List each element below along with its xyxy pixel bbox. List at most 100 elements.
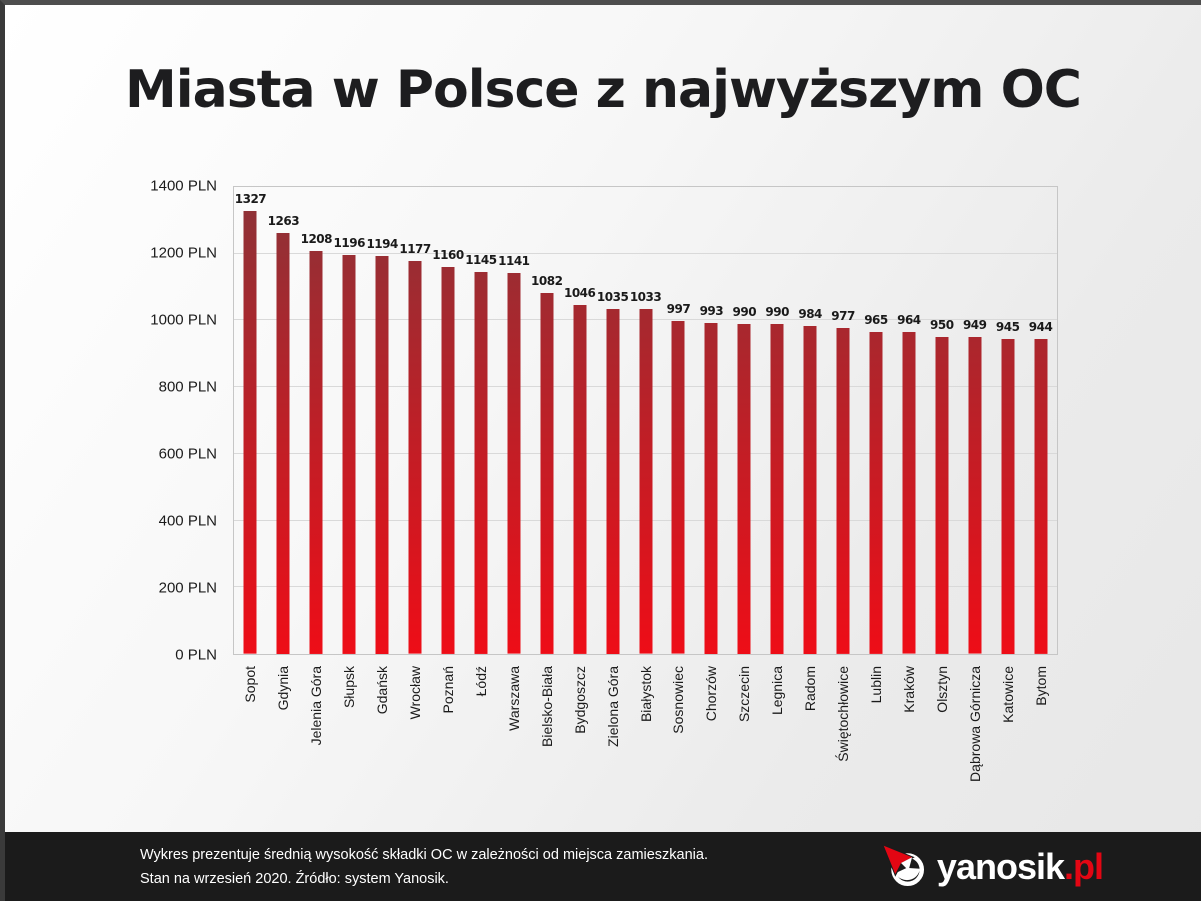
x-axis-label: Świętochłowice <box>835 666 852 762</box>
bar-value-label: 1208 <box>300 232 333 247</box>
bar-value-label: 965 <box>864 313 888 328</box>
x-axis-label: Sopot <box>242 666 259 703</box>
y-tick-label: 1400 PLN <box>150 177 217 195</box>
bar <box>935 337 949 654</box>
bar <box>770 323 784 654</box>
bar-group: 1082 Bielsko-Biała <box>530 187 563 747</box>
x-axis-label: Lublin <box>867 666 884 704</box>
bar-value-label: 1033 <box>629 290 662 305</box>
bar-group: 1327 Sopot <box>234 187 267 702</box>
bar <box>540 293 554 654</box>
bar-value-label: 997 <box>666 302 691 317</box>
bar <box>573 305 587 654</box>
bar-value-label: 1263 <box>267 213 300 228</box>
bar-value-label: 1141 <box>498 254 530 269</box>
bar-group: 964 Kraków <box>892 187 925 712</box>
bar-value-label: 977 <box>831 309 855 324</box>
bar-value-label: 993 <box>699 303 724 318</box>
bar <box>704 322 718 654</box>
y-tick-label: 1000 PLN <box>150 311 217 329</box>
x-axis-label: Słupsk <box>341 666 358 709</box>
bar-group: 1194 Gdańsk <box>366 187 399 715</box>
x-axis-label: Kraków <box>900 666 917 713</box>
bar <box>671 321 685 654</box>
bar-group: 984 Radom <box>794 187 827 711</box>
bar-value-label: 1046 <box>563 286 596 301</box>
bar-group: 944 Bytom <box>1024 187 1057 706</box>
bar-group: 990 Legnica <box>761 187 794 715</box>
yanosik-arrow-icon <box>881 843 928 890</box>
bar <box>606 308 620 654</box>
bar <box>737 323 751 654</box>
bar-value-label: 1196 <box>333 236 366 251</box>
bar <box>968 337 982 654</box>
bar <box>902 332 916 654</box>
bar <box>1001 338 1015 654</box>
yanosik-logo-text: yanosik.pl <box>936 845 1104 888</box>
bar-group: 1160 Poznań <box>432 187 465 713</box>
logo-word: yanosik <box>936 845 1065 887</box>
bar-value-label: 984 <box>798 306 822 321</box>
bar-group: 949 Dąbrowa Górnicza <box>958 187 991 781</box>
y-tick-label: 0 PLN <box>175 646 217 664</box>
yanosik-logo: yanosik.pl <box>881 843 1104 890</box>
bar-value-label: 1035 <box>596 289 629 304</box>
bar <box>507 273 521 654</box>
bar-value-label: 1177 <box>399 242 431 257</box>
bar <box>375 255 389 654</box>
x-axis-label: Radom <box>802 666 819 712</box>
y-tick-label: 1200 PLN <box>150 244 217 262</box>
bar-value-label: 1194 <box>366 236 398 251</box>
bar-value-label: 990 <box>765 304 789 319</box>
y-tick-label: 400 PLN <box>158 512 217 530</box>
bar-group: 945 Katowice <box>991 187 1024 723</box>
bar <box>474 272 488 654</box>
bar-value-label: 1327 <box>234 192 267 207</box>
bar-value-label: 1160 <box>432 248 464 263</box>
x-axis-label: Katowice <box>999 666 1016 723</box>
bar-group: 1177 Wrocław <box>399 187 432 719</box>
bar-group: 990 Szczecin <box>728 187 761 722</box>
x-axis-label: Legnica <box>769 666 786 716</box>
bar-group: 1141 Warszawa <box>497 187 530 730</box>
bar <box>441 267 455 654</box>
bar <box>309 251 323 654</box>
bar-group: 965 Lublin <box>860 187 893 703</box>
x-axis-label: Dąbrowa Górnicza <box>966 666 983 782</box>
bar-group: 1035 Zielona Góra <box>596 187 629 747</box>
logo-suffix: .pl <box>1064 845 1104 887</box>
footer-caption-line1: Wykres prezentuje średnią wysokość skład… <box>140 846 708 863</box>
x-axis-label: Wrocław <box>407 666 424 720</box>
y-axis-labels: 0 PLN 200 PLN 400 PLN 600 PLN 800 PLN 1000 PL… <box>5 178 223 664</box>
x-axis-label: Gdańsk <box>374 666 391 715</box>
y-tick-label: 600 PLN <box>158 445 217 463</box>
footer-caption: Wykres prezentuje średnią wysokość skład… <box>140 843 708 891</box>
bar-group: 997 Sosnowiec <box>662 187 695 733</box>
bar-group: 1196 Słupsk <box>333 187 366 708</box>
bar <box>836 328 850 654</box>
bar <box>243 211 257 654</box>
y-tick-label: 200 PLN <box>158 579 217 597</box>
bar-group: 1263 Gdynia <box>267 187 300 711</box>
x-axis-label: Bydgoszcz <box>571 666 588 734</box>
x-axis-label: Łódź <box>472 666 489 697</box>
bar-group: 1046 Bydgoszcz <box>563 187 596 734</box>
bar <box>803 325 817 654</box>
bar-value-label: 944 <box>1028 320 1053 335</box>
x-axis-label: Sosnowiec <box>670 666 687 734</box>
bar <box>342 255 356 654</box>
bar-group: 977 Świętochłowice <box>827 187 860 762</box>
bar-value-label: 945 <box>995 319 1020 334</box>
bar-group: 1033 Białystok <box>629 187 662 722</box>
x-axis-label: Warszawa <box>505 666 522 731</box>
bar-group: 1145 Łódź <box>464 187 497 696</box>
page-title: Miasta w Polsce z najwyższym OC <box>125 60 1082 120</box>
footer-caption-line2: Stan na wrzesień 2020. Źródło: system Ya… <box>140 870 449 887</box>
x-axis-label: Szczecin <box>736 666 753 723</box>
x-axis-label: Gdynia <box>275 666 292 711</box>
bar-group: 950 Olsztyn <box>925 187 958 713</box>
bar-value-label: 1145 <box>465 253 497 268</box>
bar <box>408 261 422 654</box>
x-axis-label: Jelenia Góra <box>308 666 325 746</box>
